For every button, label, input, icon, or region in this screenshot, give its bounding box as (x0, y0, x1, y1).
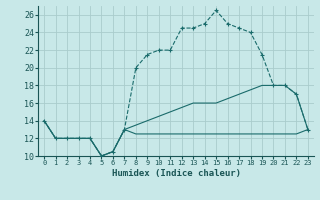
X-axis label: Humidex (Indice chaleur): Humidex (Indice chaleur) (111, 169, 241, 178)
